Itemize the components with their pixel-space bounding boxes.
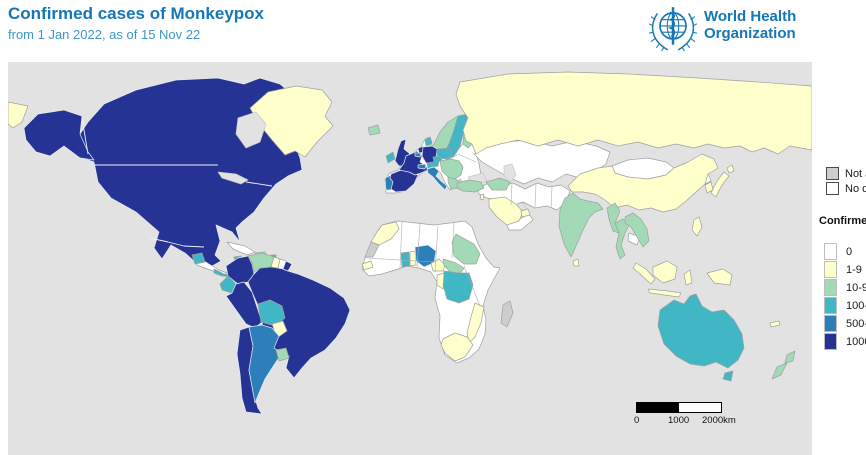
country-australia: [657, 293, 745, 369]
world-map: [8, 62, 812, 455]
scale-label-2000km: 2000km: [702, 415, 736, 426]
legend-swatch-1-9: [824, 261, 837, 278]
legend-swatch-1000: [824, 333, 837, 350]
who-text-line1: World Health: [704, 8, 797, 25]
country-turkey: [456, 179, 485, 193]
country-uruguay: [275, 347, 290, 362]
country-new-zealand-north: [784, 350, 796, 364]
country-sudan: [451, 233, 481, 265]
country-argentina: [248, 324, 283, 404]
legend-no-data-label: No data: [845, 183, 866, 195]
country-balkans: [439, 158, 464, 180]
country-japan: [710, 171, 730, 198]
country-dr-congo: [442, 270, 474, 304]
country-cuba: [226, 241, 256, 256]
country-bolivia: [257, 299, 286, 327]
legend-label-100-499: 100-499: [846, 300, 866, 312]
country-sulawesi: [683, 269, 693, 286]
country-belgium: [414, 152, 422, 158]
caspian-sea: [503, 163, 517, 184]
country-india: [558, 192, 604, 258]
country-uae-qatar: [520, 208, 531, 218]
country-colombia: [225, 255, 255, 285]
country-russia: [455, 71, 812, 155]
country-south-korea: [704, 181, 714, 194]
country-saudi-arabia: [488, 196, 524, 226]
country-russia-ne-tip: [8, 101, 29, 129]
country-sumatra-indonesia: [632, 262, 656, 285]
legend-label-0: 0: [846, 246, 853, 258]
country-tasmania: [722, 370, 734, 382]
who-text-line2: Organization: [704, 25, 796, 42]
africa-asia-internal-borders: [364, 153, 553, 307]
legend-not-applicable-swatch: [826, 167, 839, 180]
country-borneo-malaysia: [652, 260, 678, 284]
country-japan-hokkaido: [726, 164, 735, 174]
legend-not-applicable-label: Not applicable: [845, 168, 866, 180]
country-south-africa: [440, 332, 474, 362]
country-china: [567, 153, 719, 213]
country-guyana: [270, 256, 281, 269]
country-venezuela: [247, 252, 275, 273]
legend-label-1-9: 1-9: [846, 264, 862, 276]
country-java-indonesia: [647, 288, 682, 298]
country-usa-alaska: [23, 109, 95, 161]
country-israel: [479, 193, 485, 201]
country-caucasus: [485, 177, 511, 191]
country-ghana: [400, 251, 411, 268]
legend-no-data-swatch: [826, 182, 839, 195]
country-philippines: [691, 216, 703, 237]
legend-swatch-0: [824, 243, 837, 260]
hudson-bay: [235, 111, 267, 149]
legend-label-1000: 1000 or more: [846, 336, 866, 348]
scale-label-1000: 1000: [668, 415, 690, 426]
na-internal-borders: [81, 117, 273, 248]
country-morocco: [370, 221, 400, 246]
country-madagascar: [500, 300, 514, 328]
scale-bar-filled-half: [637, 403, 679, 412]
scale-bar-labels: 0 1000 2000km: [630, 413, 740, 426]
country-vietnam: [624, 212, 650, 248]
legend-label-500-999: 500-999: [846, 318, 866, 330]
who-logo-text: World Health Organization: [704, 8, 796, 42]
country-denmark: [424, 136, 433, 147]
country-togo-benin: [409, 250, 417, 267]
legend-swatch-10-99: [824, 279, 837, 296]
country-italy: [426, 166, 448, 191]
country-switzerland: [417, 163, 427, 170]
country-iceland: [367, 124, 381, 136]
country-french-guiana: [282, 260, 293, 272]
great-lakes: [217, 171, 249, 185]
country-congo: [436, 272, 445, 290]
country-mozambique: [466, 302, 485, 344]
page-subtitle: from 1 Jan 2022, as of 15 Nov 22: [8, 27, 201, 42]
map-scale-bar: 0 1000 2000km: [630, 402, 740, 426]
country-new-guinea: [706, 268, 733, 286]
scale-label-0: 0: [634, 415, 640, 426]
page-title: Confirmed cases of Monkeypox: [8, 4, 265, 23]
country-poland: [436, 147, 453, 160]
world-map-panel: [8, 62, 812, 455]
country-new-zealand-south: [771, 362, 788, 380]
legend-swatch-100-499: [824, 297, 837, 314]
legend-title: Confirmed cases: [819, 215, 866, 227]
who-logo-icon: [648, 7, 698, 52]
country-guatemala: [191, 252, 206, 265]
country-greenland: [249, 85, 334, 158]
legend-label-10-99: 10-99: [846, 282, 866, 294]
country-western-sahara: [364, 241, 380, 258]
country-sri-lanka: [572, 258, 580, 267]
scale-bar-graphic: [636, 402, 722, 413]
country-ireland: [385, 151, 396, 164]
country-france: [398, 150, 429, 176]
legend-swatch-500-999: [824, 315, 837, 332]
country-senegal: [361, 260, 374, 271]
country-new-caledonia: [769, 320, 781, 328]
